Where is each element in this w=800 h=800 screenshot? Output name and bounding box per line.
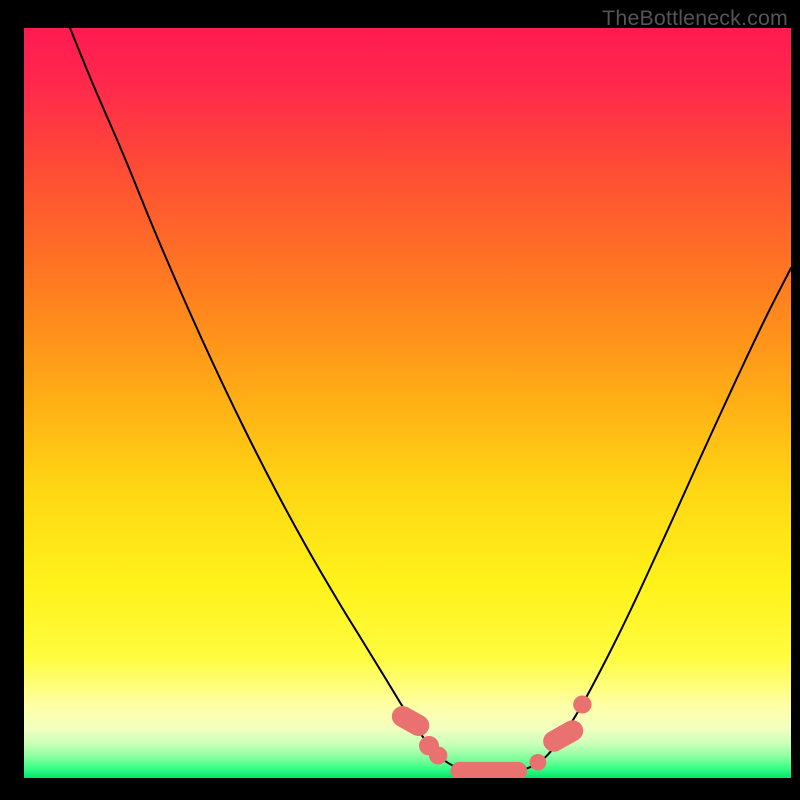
- frame-bottom: [0, 778, 800, 800]
- frame-left: [0, 0, 24, 800]
- chart-root: TheBottleneck.com: [0, 0, 800, 800]
- watermark-text: TheBottleneck.com: [602, 6, 788, 31]
- gradient-background: [24, 28, 791, 778]
- frame-right: [791, 0, 800, 800]
- plot-area: [24, 28, 791, 778]
